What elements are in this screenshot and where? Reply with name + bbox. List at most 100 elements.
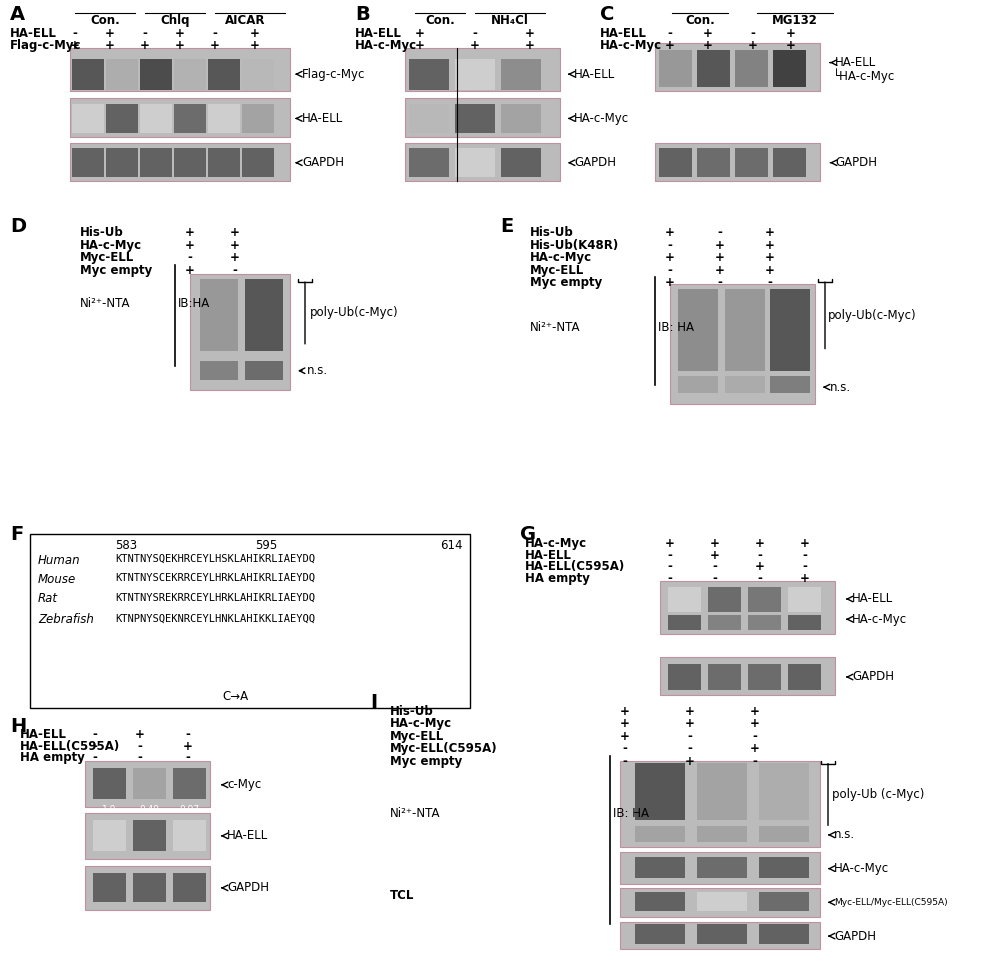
Bar xyxy=(455,104,495,133)
Text: +: + xyxy=(685,755,695,768)
Text: +: + xyxy=(755,537,765,550)
Text: HA-ELL: HA-ELL xyxy=(525,549,572,561)
Text: -: - xyxy=(213,27,217,39)
Text: Myc-ELL/Myc-ELL(C595A): Myc-ELL/Myc-ELL(C595A) xyxy=(834,898,948,907)
Bar xyxy=(668,587,701,612)
Text: poly-Ub (c-Myc): poly-Ub (c-Myc) xyxy=(832,788,924,801)
Text: GAPDH: GAPDH xyxy=(302,156,344,169)
Text: +: + xyxy=(786,27,796,39)
Bar xyxy=(242,148,274,177)
Text: +: + xyxy=(765,239,775,251)
Text: -: - xyxy=(73,27,77,39)
Bar xyxy=(697,148,730,177)
Bar xyxy=(708,664,741,690)
Text: -: - xyxy=(718,276,722,289)
Text: Mouse: Mouse xyxy=(38,573,76,586)
Text: -: - xyxy=(758,572,762,585)
Text: +: + xyxy=(230,226,240,239)
Text: HA-ELL: HA-ELL xyxy=(10,27,57,39)
Bar xyxy=(697,857,747,878)
Text: +: + xyxy=(620,717,630,730)
Text: -: - xyxy=(713,560,717,573)
Text: +: + xyxy=(715,251,725,264)
FancyBboxPatch shape xyxy=(70,98,290,137)
Bar xyxy=(208,104,240,133)
Bar xyxy=(659,148,692,177)
Text: -: - xyxy=(473,27,477,39)
Text: poly-Ub(c-Myc): poly-Ub(c-Myc) xyxy=(310,306,399,320)
Text: I: I xyxy=(370,693,377,713)
Text: HA-ELL(C595A): HA-ELL(C595A) xyxy=(525,560,625,573)
Text: HA-ELL: HA-ELL xyxy=(835,56,876,69)
Text: KTNTNYSCEKRRCEYLHRKLAHIKRLIAEYDQ: KTNTNYSCEKRRCEYLHRKLAHIKRLIAEYDQ xyxy=(115,573,315,583)
Text: +: + xyxy=(715,264,725,276)
Text: HA-c-Myc: HA-c-Myc xyxy=(80,239,142,251)
Text: HA-ELL: HA-ELL xyxy=(227,829,268,843)
Text: -: - xyxy=(668,239,672,251)
Bar xyxy=(773,50,806,87)
Bar xyxy=(668,664,701,690)
Bar xyxy=(735,50,768,87)
Text: 583: 583 xyxy=(115,539,137,552)
Text: -: - xyxy=(186,728,190,741)
Bar xyxy=(173,820,206,851)
Text: E: E xyxy=(500,217,513,236)
Text: HA-c-Myc: HA-c-Myc xyxy=(530,251,592,264)
Text: +: + xyxy=(185,264,195,276)
Bar xyxy=(788,664,821,690)
Bar xyxy=(133,820,166,851)
Text: HA-c-Myc: HA-c-Myc xyxy=(390,717,452,730)
Text: IB: HA: IB: HA xyxy=(613,807,649,820)
Text: HA empty: HA empty xyxy=(20,751,85,764)
Text: -: - xyxy=(803,560,807,573)
Bar xyxy=(773,148,806,177)
Text: +: + xyxy=(140,39,150,51)
Text: HA-ELL: HA-ELL xyxy=(852,592,893,606)
Text: -: - xyxy=(751,27,755,39)
Text: +: + xyxy=(105,39,115,51)
Text: Myc-ELL: Myc-ELL xyxy=(530,264,584,276)
Text: 0.49: 0.49 xyxy=(140,805,160,814)
Text: c-Myc: c-Myc xyxy=(227,778,261,792)
FancyBboxPatch shape xyxy=(405,143,560,181)
Text: IB:HA: IB:HA xyxy=(178,297,210,310)
Text: Flag-c-Myc: Flag-c-Myc xyxy=(302,67,365,81)
Text: +: + xyxy=(250,27,260,39)
Text: B: B xyxy=(355,5,370,24)
Text: Flag-c-Myc: Flag-c-Myc xyxy=(10,39,82,51)
Bar xyxy=(668,615,701,630)
Text: -: - xyxy=(758,549,762,561)
Bar xyxy=(106,148,138,177)
Text: +: + xyxy=(665,39,675,51)
Bar xyxy=(208,59,240,90)
Text: +: + xyxy=(748,39,758,51)
Text: +: + xyxy=(750,705,760,717)
Text: -: - xyxy=(718,226,722,239)
Text: -: - xyxy=(188,251,192,264)
Text: +: + xyxy=(415,39,425,51)
Bar xyxy=(635,826,685,842)
Text: -: - xyxy=(138,751,142,764)
Text: +: + xyxy=(415,27,425,39)
Bar xyxy=(635,857,685,878)
Text: Myc empty: Myc empty xyxy=(80,264,152,276)
Bar xyxy=(455,148,495,177)
Text: Ni²⁺-NTA: Ni²⁺-NTA xyxy=(530,321,580,334)
Bar xyxy=(140,148,172,177)
Bar xyxy=(725,289,765,371)
Text: GAPDH: GAPDH xyxy=(574,156,616,169)
Text: HA-c-Myc: HA-c-Myc xyxy=(525,537,587,550)
Text: +: + xyxy=(750,717,760,730)
Bar xyxy=(748,587,781,612)
Bar xyxy=(697,892,747,911)
Text: HA-ELL: HA-ELL xyxy=(355,27,402,39)
Text: His-Ub: His-Ub xyxy=(530,226,574,239)
FancyBboxPatch shape xyxy=(655,143,820,181)
Text: His-Ub(K48R): His-Ub(K48R) xyxy=(530,239,619,251)
FancyBboxPatch shape xyxy=(660,657,835,695)
Bar xyxy=(174,104,206,133)
Text: HA-ELL(C595A): HA-ELL(C595A) xyxy=(20,740,120,752)
Text: +: + xyxy=(185,239,195,251)
Text: -: - xyxy=(138,740,142,752)
Text: +: + xyxy=(800,572,810,585)
